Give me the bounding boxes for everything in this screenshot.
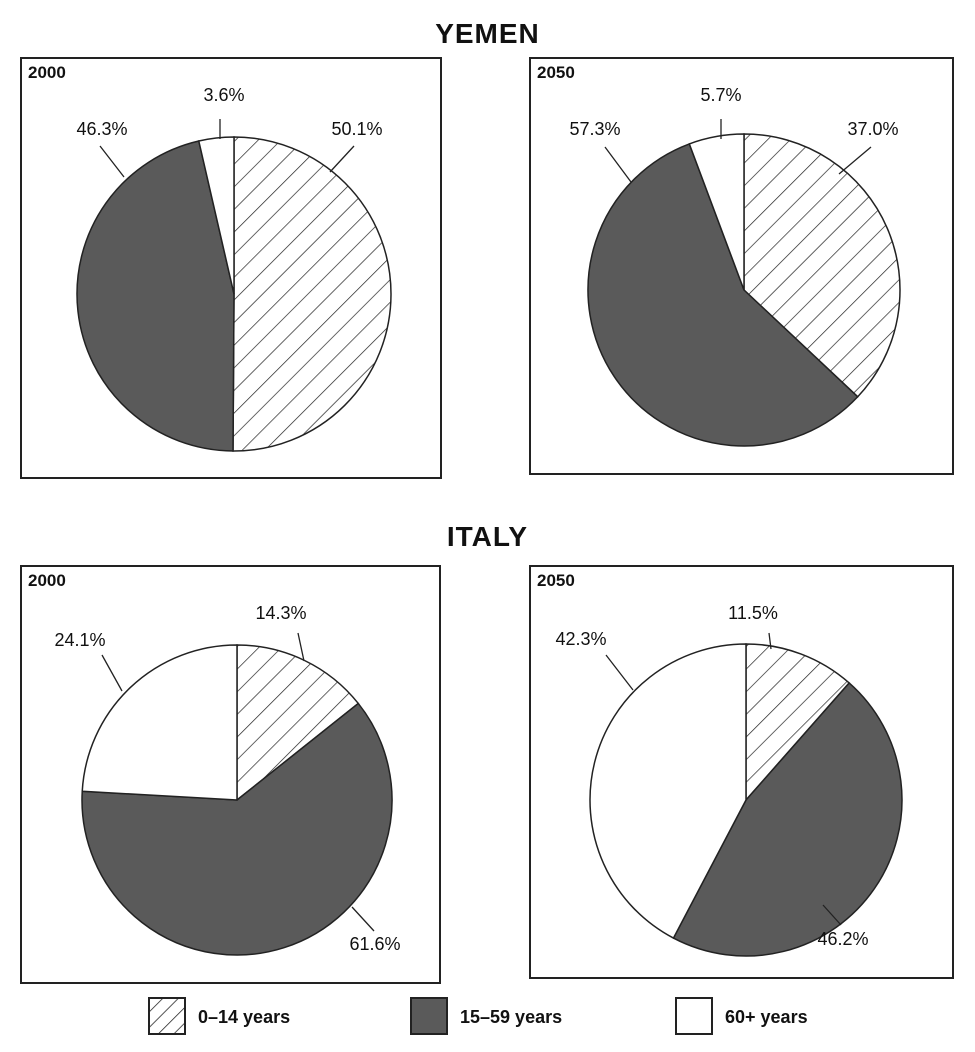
- leader-line: [604, 146, 632, 183]
- pie-chart-italy-2000: 14.3% 61.6% 24.1%: [54, 603, 401, 956]
- legend: 0–14 years 15–59 years 60+ years: [0, 997, 975, 1047]
- pie-panel-italy-2050: 2050 11.5% 46.2% 42.3%: [529, 565, 954, 979]
- slice-label: 57.3%: [569, 119, 620, 139]
- leader-line: [822, 904, 842, 926]
- slice-label: 11.5%: [728, 603, 778, 623]
- pie-panel-italy-2000: 2000 14.3% 61.6% 24.1%: [20, 565, 441, 984]
- pie-chart-yemen-2050: 37.0% 57.3% 5.7%: [569, 85, 901, 447]
- legend-swatch-light: [675, 997, 713, 1035]
- pie-panel-yemen-2050: 2050 37.0% 57.3% 5.7%: [529, 57, 954, 475]
- legend-label: 0–14 years: [198, 1007, 291, 1027]
- slice-label: 46.2%: [817, 929, 868, 949]
- slice-60-plus: [197, 136, 235, 295]
- panel-year: 2000: [28, 63, 66, 82]
- country-title-yemen: YEMEN: [435, 18, 540, 49]
- panel-year: 2050: [537, 63, 575, 82]
- slice-15-59: [587, 142, 859, 447]
- leader-line: [838, 146, 872, 175]
- leader-line: [297, 632, 305, 662]
- slice-60-plus: [81, 644, 238, 801]
- slice-0-14: [743, 133, 901, 398]
- leader-line: [101, 654, 123, 692]
- slice-label: 50.1%: [331, 119, 382, 139]
- slice-0-14: [745, 643, 851, 802]
- slice-60-plus: [688, 133, 745, 291]
- slice-0-14: [232, 136, 392, 452]
- legend-swatch-hatch: [148, 997, 186, 1035]
- slice-label: 24.1%: [54, 630, 105, 650]
- slice-label: 42.3%: [555, 629, 606, 649]
- slice-15-59: [672, 681, 903, 957]
- leader-line: [99, 145, 125, 178]
- legend-swatch-dark: [410, 997, 448, 1035]
- panel-year: 2000: [28, 571, 66, 590]
- slice-15-59: [76, 140, 235, 452]
- slice-label: 3.6%: [203, 85, 244, 105]
- slice-label: 14.3%: [255, 603, 306, 623]
- slice-label: 46.3%: [76, 119, 127, 139]
- country-title-italy: ITALY: [446, 521, 529, 552]
- slice-60-plus: [589, 643, 747, 940]
- pie-panel-yemen-2000: 2000 50.1% 46.3% 3.6%: [20, 57, 442, 479]
- slice-label: 37.0%: [847, 119, 898, 139]
- leader-line: [768, 632, 772, 650]
- slice-label: 5.7%: [700, 85, 741, 105]
- leader-line: [329, 145, 355, 173]
- pie-chart-yemen-2000: 50.1% 46.3% 3.6%: [76, 85, 392, 452]
- panel-year: 2050: [537, 571, 575, 590]
- leader-line: [605, 654, 634, 691]
- slice-15-59: [81, 702, 393, 956]
- leader-line: [351, 906, 375, 932]
- pie-chart-italy-2050: 11.5% 46.2% 42.3%: [555, 603, 903, 957]
- slice-label: 61.6%: [349, 934, 400, 954]
- legend-label: 60+ years: [725, 1007, 808, 1027]
- legend-label: 15–59 years: [460, 1007, 563, 1027]
